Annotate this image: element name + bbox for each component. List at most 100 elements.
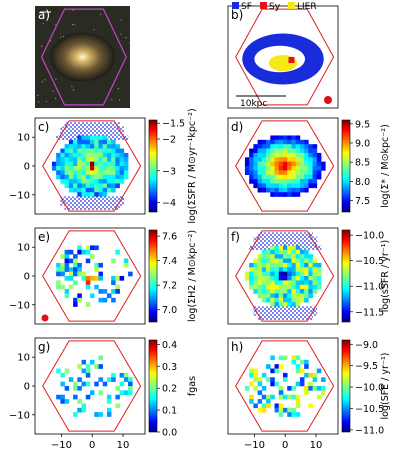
- map-pixel: [299, 249, 305, 255]
- map-pixel: [266, 403, 271, 409]
- map-pixel: [274, 368, 280, 374]
- map-pixel: [304, 267, 309, 272]
- map-pixel: [56, 166, 61, 171]
- map-pixel: [253, 183, 258, 189]
- map-pixels: [56, 355, 133, 417]
- hatched-pixel: [270, 306, 275, 312]
- map-pixel: [270, 179, 275, 184]
- map-pixel: [94, 152, 99, 158]
- map-pixel: [304, 297, 309, 303]
- map-pixel: [257, 267, 263, 272]
- map-pixel: [94, 187, 99, 193]
- star-point: [54, 97, 57, 100]
- hatched-pixel: [115, 131, 120, 136]
- map-pixel: [56, 271, 61, 277]
- map-pixel: [56, 284, 61, 290]
- map-pixel: [73, 148, 78, 154]
- map-pixel: [266, 267, 271, 272]
- map-pixel: [266, 377, 271, 382]
- map-pixel: [68, 271, 74, 277]
- map-pixel: [304, 271, 309, 277]
- map-pixel: [98, 355, 103, 361]
- hatched-pixel: [115, 126, 120, 132]
- map-pixel: [68, 166, 74, 171]
- map-pixel: [308, 170, 313, 176]
- map-pixel: [283, 276, 288, 281]
- hatched-pixel: [102, 126, 108, 132]
- hatched-pixel: [291, 306, 296, 312]
- map-pixel: [257, 293, 263, 299]
- panel-a: a): [35, 6, 131, 108]
- map-pixel: [304, 254, 309, 259]
- map-pixel: [274, 284, 280, 290]
- map-pixel: [312, 258, 318, 264]
- map-pixel: [98, 183, 103, 189]
- map-pixel: [308, 174, 313, 180]
- hatched-pixel: [90, 205, 95, 210]
- y-tick-label: −10: [9, 300, 30, 311]
- map-pixel: [77, 293, 82, 299]
- panel-label-d: d): [231, 120, 243, 134]
- y-tick-label: 10: [17, 133, 30, 144]
- map-pixel: [60, 157, 65, 162]
- map-pixel: [304, 293, 309, 299]
- map-pixel: [295, 174, 301, 180]
- hatched-pixel: [299, 236, 305, 242]
- map-pixel: [257, 161, 263, 167]
- hatched-pixel: [115, 205, 120, 210]
- hatched-pixel: [295, 306, 301, 312]
- map-pixel: [81, 407, 87, 413]
- map-pixel: [128, 377, 133, 382]
- hatched-pixel: [249, 245, 254, 251]
- map-pixel: [73, 139, 78, 145]
- map-pixel: [257, 289, 263, 294]
- hatched-pixel: [73, 135, 78, 141]
- map-pixel: [77, 267, 82, 272]
- map-pixel: [274, 254, 280, 259]
- hatched-pixel: [106, 122, 112, 128]
- hatched-pixel: [274, 236, 280, 242]
- map-pixel: [98, 412, 103, 417]
- map-pixel: [274, 289, 280, 294]
- map-pixel: [85, 394, 91, 400]
- map-pixel: [111, 174, 116, 180]
- map-pixel: [295, 245, 301, 251]
- map-pixel: [257, 381, 263, 387]
- map-pixel: [73, 394, 78, 400]
- map-pixel: [295, 139, 301, 145]
- star-point: [55, 78, 57, 80]
- map-pixel: [98, 297, 103, 303]
- map-pixel: [64, 386, 70, 391]
- map-pixel: [119, 166, 125, 171]
- map-pixel: [123, 170, 129, 176]
- map-pixel: [68, 170, 74, 176]
- map-pixel: [77, 174, 82, 180]
- map-pixel: [304, 174, 309, 180]
- map-pixel: [85, 135, 91, 141]
- map-pixels: [244, 355, 326, 417]
- colorbar-tick-label: 7.6: [162, 232, 177, 243]
- map-pixel: [77, 245, 82, 251]
- map-pixel: [299, 144, 305, 149]
- map-pixel: [249, 381, 254, 387]
- map-pixel: [283, 302, 288, 307]
- map-pixel: [77, 399, 82, 404]
- hatched-pixel: [304, 306, 309, 312]
- map-pixel: [257, 179, 263, 184]
- map-pixel: [257, 152, 263, 158]
- map-pixel: [274, 381, 280, 387]
- map-pixel: [287, 174, 292, 180]
- map-pixel: [94, 144, 99, 149]
- map-pixel: [257, 377, 263, 382]
- hatched-pixel: [98, 126, 103, 132]
- map-pixel: [98, 262, 103, 268]
- map-pixel: [85, 245, 91, 251]
- map-pixel: [316, 271, 322, 277]
- map-pixel: [283, 148, 288, 154]
- y-tick-label: −10: [9, 410, 30, 421]
- map-pixel: [94, 166, 99, 171]
- map-pixel: [81, 381, 87, 387]
- map-pixel: [304, 390, 309, 396]
- map-pixel: [253, 157, 258, 162]
- map-pixel: [274, 276, 280, 281]
